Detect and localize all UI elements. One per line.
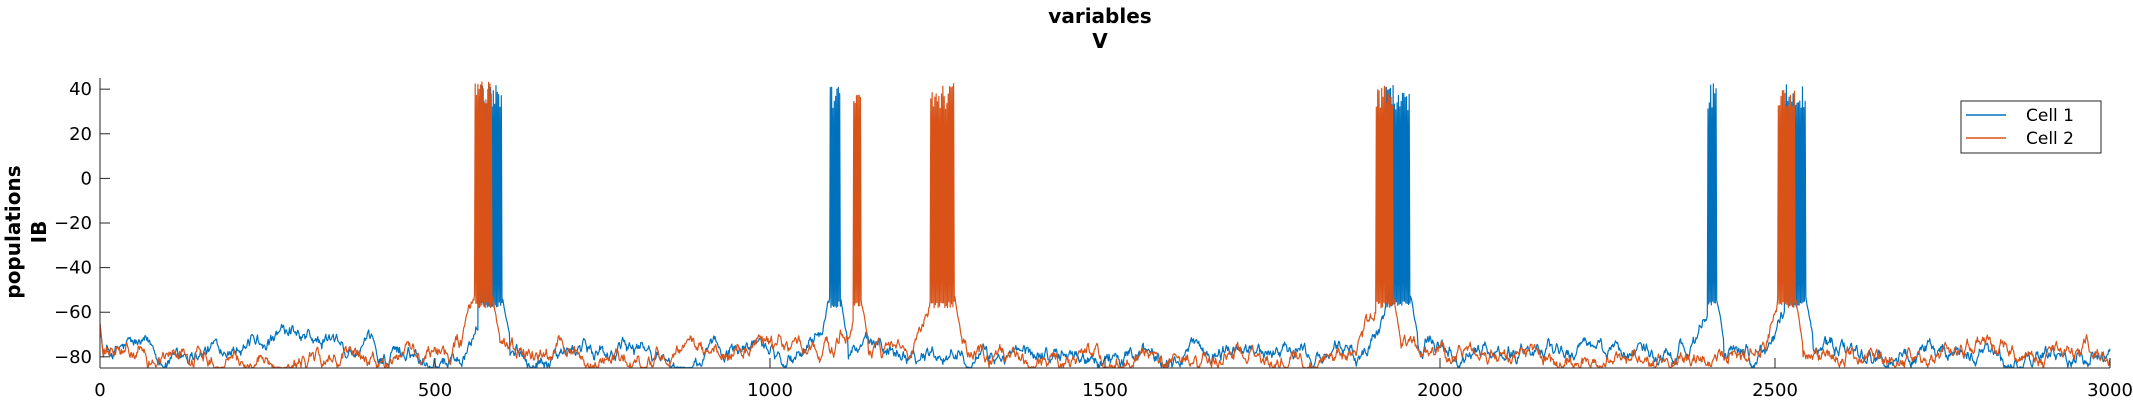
x-tick-label: 2000 <box>1417 380 1463 400</box>
x-tick-label: 1000 <box>747 380 793 400</box>
series-line-cell-1 <box>99 83 2111 369</box>
y-tick-label: −40 <box>54 258 92 279</box>
y-tick-label: 40 <box>69 79 92 100</box>
y-tick-label: −80 <box>54 347 92 368</box>
plot-area: 0 500 1000 1500 2000 2500 3000 40 20 0 −20 −40 −60 −8… <box>54 78 2133 400</box>
x-tick-label: 500 <box>418 380 452 400</box>
axes-layer <box>99 78 2110 369</box>
series-line-cell-2 <box>99 81 2111 369</box>
y-tick-label: 20 <box>69 124 92 145</box>
y-axis-label-line-2: IB <box>27 221 51 244</box>
chart-title-line-1: variables <box>1048 4 1151 28</box>
y-tick-label: −20 <box>54 213 92 234</box>
x-tick-label: 1500 <box>1082 380 1128 400</box>
y-tick-label: −60 <box>54 302 92 323</box>
y-axis-label-line-1: populations <box>1 165 25 298</box>
legend-box <box>1960 100 2102 154</box>
legend-label-cell-1: Cell 1 <box>2026 106 2074 126</box>
chart-title-line-2: V <box>1092 29 1108 53</box>
series-layer <box>99 81 2111 369</box>
y-tick-label: 0 <box>81 168 92 189</box>
ticks-layer: 0 500 1000 1500 2000 2500 3000 40 20 0 −20 −40 −60 −8… <box>54 79 2133 400</box>
legend: Cell 1 Cell 2 <box>1960 100 2102 154</box>
x-tick-label: 0 <box>94 380 105 400</box>
x-tick-label: 3000 <box>2087 380 2133 400</box>
legend-label-cell-2: Cell 2 <box>2026 129 2074 149</box>
x-tick-label: 2500 <box>1752 380 1798 400</box>
